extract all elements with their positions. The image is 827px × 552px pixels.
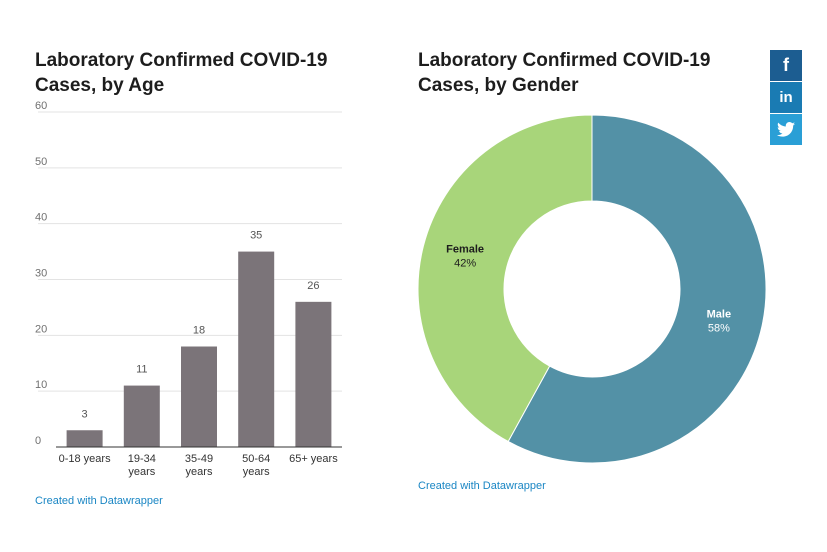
datawrapper-credit-link[interactable]: Created with Datawrapper [35,495,163,507]
slice-percent-label: 42% [454,257,476,269]
slice-name-label: Male [707,309,731,321]
bar [123,385,160,447]
facebook-share-button[interactable]: f [770,50,802,81]
bar-data-label: 18 [193,325,205,337]
x-tick-label: years [186,466,213,478]
y-tick-label: 30 [35,268,47,280]
bar [295,301,332,447]
y-tick-label: 20 [35,323,47,335]
linkedin-share-button[interactable]: in [770,82,802,113]
bar-data-label: 26 [307,280,319,292]
x-tick-label: years [243,466,270,478]
linkedin-icon: in [779,89,793,106]
x-tick-label: 0-18 years [59,453,111,465]
slice-percent-label: 58% [708,323,730,335]
age-chart-title: Laboratory Confirmed COVID-19 Cases, by … [35,50,328,96]
bar [66,430,103,447]
bar-data-label: 3 [82,408,88,420]
y-tick-label: 50 [35,156,47,168]
bar-data-label: 11 [136,364,147,376]
y-tick-label: 40 [35,212,47,224]
gender-chart-title: Laboratory Confirmed COVID-19 Cases, by … [418,50,711,96]
x-tick-label: 35-49 [185,453,213,465]
x-tick-label: 50-64 [242,453,270,465]
facebook-icon: f [783,55,789,75]
bar [238,251,275,447]
y-tick-label: 10 [35,379,47,391]
x-tick-label: years [128,466,155,478]
bar-data-label: 35 [250,230,262,242]
y-tick-label: 0 [35,435,41,447]
y-tick-label: 60 [35,100,47,112]
x-tick-label: 19-34 [128,453,156,465]
twitter-bird-icon [777,122,795,137]
donut-slice-male [507,114,767,464]
twitter-share-button[interactable] [770,114,802,145]
slice-name-label: Female [446,243,484,255]
x-tick-label: 65+ years [289,453,338,465]
datawrapper-credit-link[interactable]: Created with Datawrapper [418,480,546,492]
donut-slice-female [417,114,593,443]
bar [181,346,217,447]
